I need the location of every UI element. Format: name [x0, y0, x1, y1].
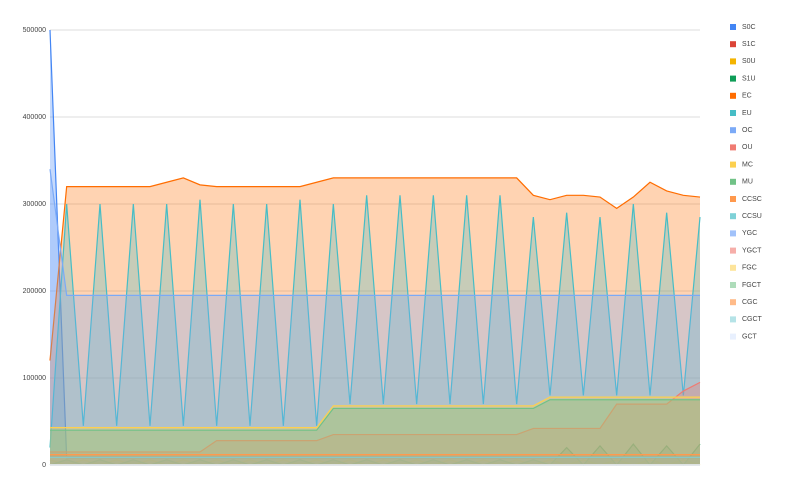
legend-swatch — [730, 316, 736, 323]
y-tick-label: 0 — [42, 462, 46, 469]
legend-label: MU — [742, 179, 753, 186]
area — [50, 169, 700, 465]
legend-label: S0U — [742, 58, 756, 65]
legend-swatch — [730, 144, 736, 151]
legend-swatch — [730, 161, 736, 168]
legend-label: OC — [742, 127, 753, 134]
legend-swatch — [730, 178, 736, 185]
legend-swatch — [730, 75, 736, 82]
line — [49, 195, 701, 448]
legend-swatch — [730, 247, 736, 254]
area — [50, 177, 700, 465]
line — [49, 177, 701, 361]
y-tick-label: 400000 — [23, 114, 46, 121]
y-tick-label: 100000 — [23, 375, 46, 382]
legend-label: YGC — [742, 230, 757, 237]
legend-swatch — [730, 110, 736, 116]
legend-label: MC — [742, 161, 753, 168]
legend-swatch — [730, 24, 736, 30]
legend-swatch — [730, 92, 736, 99]
legend-label: CGCT — [742, 316, 763, 323]
line — [49, 169, 700, 296]
legend-swatch — [730, 127, 736, 134]
legend-swatch — [730, 41, 736, 48]
legend-swatch — [730, 213, 736, 220]
legend-swatch — [730, 230, 736, 237]
legend-swatch — [730, 264, 736, 271]
y-tick-label: 300000 — [23, 201, 46, 208]
legend-label: YGCT — [742, 247, 762, 254]
area — [50, 399, 700, 465]
area — [50, 457, 700, 465]
y-tick-label: 500000 — [23, 27, 46, 34]
legend-label: CCSC — [742, 196, 762, 203]
legend-label: S1U — [742, 75, 756, 82]
line — [50, 396, 700, 429]
line — [50, 381, 701, 453]
legend-label: CGC — [742, 299, 758, 306]
legend-swatch — [730, 196, 736, 202]
area — [50, 456, 700, 465]
legend-swatch — [730, 333, 736, 340]
line — [50, 399, 700, 431]
line — [49, 29, 700, 459]
legend-label: FGCT — [742, 282, 762, 289]
area — [50, 382, 700, 465]
legend-label: EU — [742, 110, 752, 117]
legend-label: FGC — [742, 265, 757, 272]
legend-label: CCSU — [742, 213, 762, 220]
legend-label: GCT — [742, 333, 758, 340]
legend-label: OU — [742, 144, 753, 151]
legend-label: EC — [742, 93, 752, 100]
legend-label: S1C — [742, 41, 756, 48]
legend-swatch — [730, 282, 736, 288]
area — [50, 397, 700, 465]
legend-label: S0C — [742, 24, 756, 31]
legend-swatch — [730, 58, 736, 65]
legend-swatch — [730, 299, 736, 306]
y-tick-label: 200000 — [23, 288, 46, 295]
line — [49, 443, 701, 466]
